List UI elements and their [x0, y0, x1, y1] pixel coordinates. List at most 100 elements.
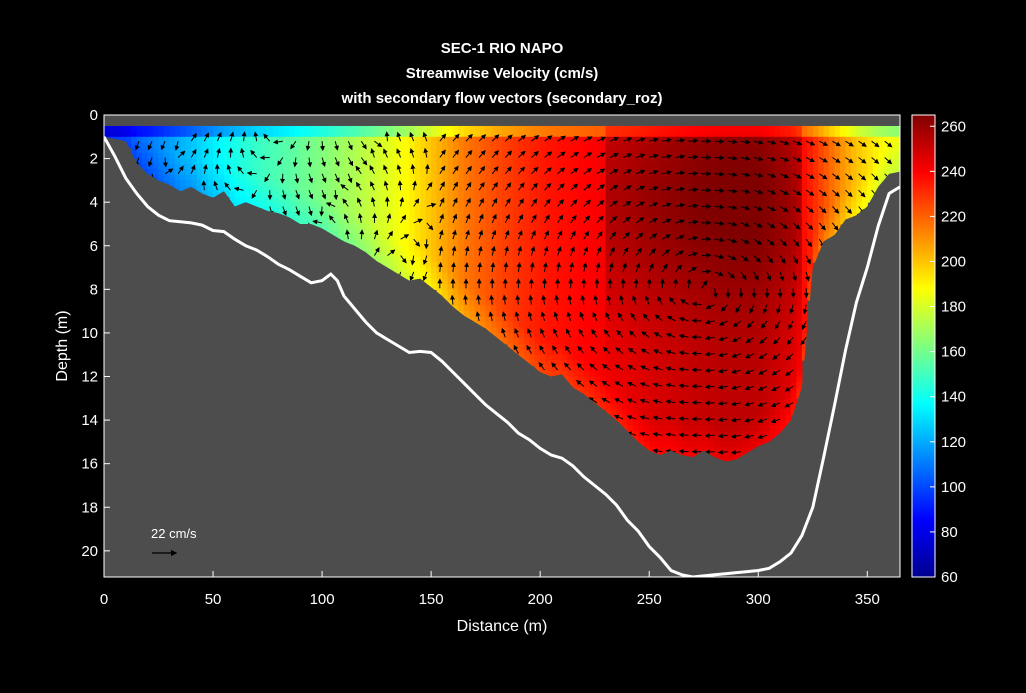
velocity-cell — [414, 191, 421, 198]
velocity-cell — [332, 223, 340, 231]
velocity-cell — [572, 251, 579, 258]
velocity-cell — [529, 273, 536, 280]
velocity-cell — [638, 338, 645, 345]
velocity-cell — [485, 174, 492, 181]
velocity-cell — [632, 174, 639, 181]
velocity-cell — [790, 267, 798, 274]
velocity-cell — [311, 213, 318, 220]
velocity-cell — [273, 153, 280, 160]
velocity-cell — [801, 158, 808, 165]
velocity-cell — [545, 267, 552, 274]
velocity-cell — [774, 273, 781, 280]
velocity-cell — [796, 147, 803, 154]
velocity-cell — [496, 311, 503, 318]
velocity-cell — [709, 196, 716, 203]
velocity-cell — [567, 229, 574, 236]
velocity-cell — [709, 420, 716, 427]
velocity-cell — [834, 147, 841, 154]
velocity-cell — [545, 174, 552, 181]
velocity-cell — [671, 371, 678, 378]
velocity-cell — [540, 283, 547, 290]
velocity-cell — [572, 131, 579, 138]
velocity-cell — [720, 164, 727, 171]
velocity-cell — [840, 207, 847, 214]
velocity-cell — [681, 147, 688, 154]
velocity-cell — [578, 213, 585, 220]
velocity-cell — [703, 234, 710, 241]
velocity-cell — [621, 387, 628, 394]
velocity-cell — [758, 414, 765, 421]
velocity-cell — [267, 174, 274, 181]
velocity-cell — [605, 234, 612, 241]
velocity-cell — [605, 256, 612, 263]
velocity-cell — [572, 229, 579, 236]
velocity-cell — [769, 392, 776, 399]
velocity-cell — [245, 174, 252, 181]
velocity-cell — [769, 409, 776, 416]
velocity-cell — [780, 218, 787, 225]
velocity-cell — [736, 365, 743, 372]
velocity-cell — [365, 153, 372, 160]
velocity-cell — [545, 305, 552, 312]
velocity-cell — [349, 180, 356, 187]
velocity-cell — [207, 147, 214, 154]
velocity-cell — [589, 125, 596, 132]
velocity-cell — [654, 289, 661, 296]
velocity-cell — [709, 142, 716, 149]
velocity-cell — [714, 164, 721, 171]
velocity-cell — [300, 164, 307, 171]
velocity-cell — [720, 376, 727, 383]
velocity-cell — [398, 234, 405, 241]
velocity-cell — [300, 207, 307, 214]
velocity-cell — [561, 311, 569, 318]
velocity-cell — [687, 414, 694, 421]
velocity-cell — [665, 327, 672, 334]
velocity-cell — [191, 169, 198, 176]
velocity-cell — [829, 223, 836, 231]
velocity-cell — [867, 191, 874, 198]
velocity-cell — [360, 196, 367, 203]
velocity-cell — [703, 300, 710, 307]
velocity-cell — [752, 332, 759, 339]
velocity-cell — [507, 169, 514, 176]
velocity-cell — [736, 381, 743, 389]
velocity-cell — [649, 174, 656, 181]
velocity-cell — [774, 376, 781, 383]
velocity-cell — [605, 180, 612, 187]
velocity-cell — [725, 142, 732, 149]
velocity-cell — [382, 142, 389, 149]
flow-vector — [355, 181, 362, 191]
velocity-cell — [687, 153, 694, 160]
velocity-cell — [169, 136, 176, 143]
velocity-cell — [698, 147, 705, 154]
velocity-cell — [294, 158, 301, 165]
velocity-cell — [660, 409, 667, 416]
velocity-cell — [889, 136, 896, 143]
velocity-cell — [681, 245, 688, 252]
velocity-cell — [780, 403, 787, 410]
velocity-cell — [332, 147, 340, 154]
velocity-cell — [867, 131, 874, 138]
velocity-cell — [365, 234, 372, 241]
velocity-cell — [283, 202, 290, 209]
velocity-cell — [785, 251, 792, 258]
velocity-cell — [540, 229, 547, 236]
velocity-cell — [698, 447, 705, 454]
velocity-cell — [801, 153, 808, 160]
velocity-cell — [518, 223, 525, 231]
velocity-cell — [741, 425, 748, 432]
velocity-cell — [660, 398, 667, 405]
velocity-cell — [736, 371, 743, 378]
velocity-cell — [611, 147, 618, 154]
velocity-cell — [502, 305, 509, 312]
velocity-cell — [671, 131, 678, 138]
velocity-cell — [523, 180, 530, 187]
velocity-cell — [507, 245, 514, 252]
velocity-cell — [469, 234, 476, 241]
velocity-cell — [725, 349, 732, 356]
velocity-cell — [442, 262, 449, 269]
velocity-cell — [681, 332, 688, 339]
velocity-cell — [785, 283, 792, 290]
velocity-cell — [643, 403, 650, 410]
velocity-cell — [709, 283, 716, 290]
